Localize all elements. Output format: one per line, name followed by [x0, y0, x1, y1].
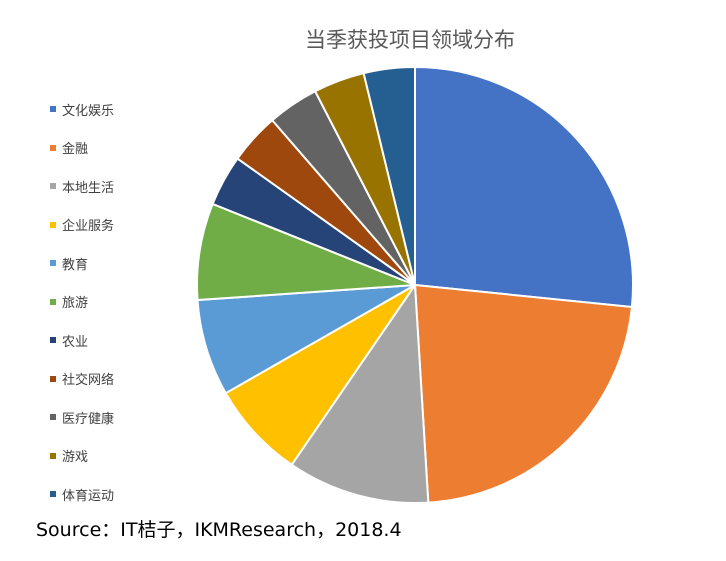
legend-item-2: 本地生活	[50, 167, 114, 206]
legend-swatch	[50, 452, 56, 459]
chart-legend: 文化娱乐金融本地生活企业服务教育旅游农业社交网络医疗健康游戏体育运动	[50, 90, 114, 514]
legend-item-3: 企业服务	[50, 206, 114, 245]
legend-label: 游戏	[62, 450, 89, 466]
legend-label: 文化娱乐	[62, 103, 115, 119]
legend-label: 教育	[62, 257, 89, 273]
legend-item-1: 金融	[50, 129, 114, 168]
legend-swatch	[50, 298, 56, 305]
legend-item-0: 文化娱乐	[50, 90, 114, 129]
pie-slice-1	[413, 283, 633, 504]
legend-label: 本地生活	[62, 180, 115, 196]
legend-swatch	[50, 221, 56, 228]
legend-item-8: 医疗健康	[50, 398, 114, 437]
legend-swatch	[50, 183, 56, 190]
legend-label: 医疗健康	[62, 411, 115, 427]
legend-swatch	[50, 375, 56, 382]
legend-item-10: 体育运动	[50, 475, 114, 514]
legend-label: 旅游	[62, 296, 89, 312]
legend-item-6: 农业	[50, 321, 114, 360]
legend-item-5: 旅游	[50, 283, 114, 322]
legend-swatch	[50, 414, 56, 421]
pie-slice-2	[290, 282, 430, 504]
source-note: Source：IT桔子，IKMResearch，2018.4	[36, 519, 402, 541]
legend-label: 金融	[62, 142, 89, 158]
legend-swatch	[50, 491, 56, 498]
legend-label: 体育运动	[62, 488, 115, 504]
legend-label: 农业	[62, 334, 89, 350]
legend-swatch	[50, 106, 56, 113]
legend-item-7: 社交网络	[50, 360, 114, 399]
pie-slice-10	[362, 65, 416, 286]
legend-item-9: 游戏	[50, 437, 114, 476]
legend-item-4: 教育	[50, 244, 114, 283]
legend-swatch	[50, 144, 56, 151]
legend-label: 企业服务	[62, 219, 115, 235]
legend-swatch	[50, 260, 56, 267]
legend-label: 社交网络	[62, 373, 115, 389]
legend-swatch	[50, 337, 56, 344]
chart-title: 当季获投项目领域分布	[305, 28, 515, 52]
pie-slice-0	[414, 65, 634, 309]
